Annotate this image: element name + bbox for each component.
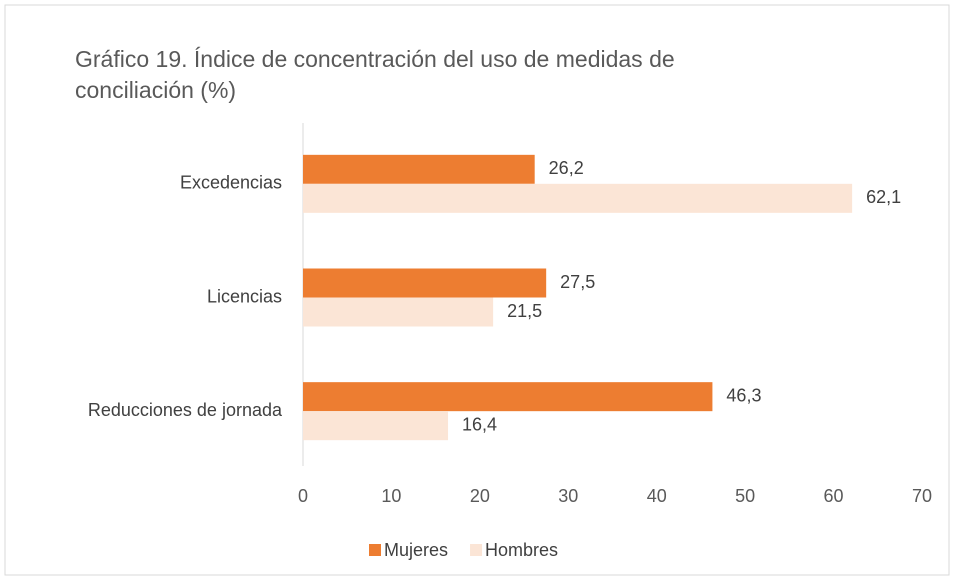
y-tick-label: Excedencias (180, 173, 282, 193)
y-tick-label: Reducciones de jornada (88, 400, 283, 420)
bar (303, 411, 449, 441)
legend-swatch (470, 544, 483, 556)
data-label: 27,5 (560, 272, 595, 292)
bar (303, 297, 494, 327)
bar (303, 268, 547, 298)
chart-title: Gráfico 19. Índice de concentración del … (75, 46, 675, 103)
x-tick-label: 0 (298, 486, 308, 506)
x-tick-label: 30 (558, 486, 578, 506)
data-label: 16,4 (462, 414, 497, 434)
x-tick-label: 40 (647, 486, 667, 506)
data-label: 21,5 (507, 301, 542, 321)
legend-swatch (369, 544, 381, 556)
bar (303, 382, 713, 412)
legend-label: Hombres (485, 540, 558, 560)
data-label: 26,2 (549, 158, 584, 178)
y-tick-label: Licencias (207, 286, 282, 306)
x-tick-label: 10 (381, 486, 401, 506)
data-label: 46,3 (726, 385, 761, 405)
legend-label: Mujeres (384, 540, 448, 560)
x-tick-label: 70 (912, 486, 932, 506)
x-tick-label: 20 (470, 486, 490, 506)
x-tick-label: 50 (735, 486, 755, 506)
bar (303, 183, 853, 213)
x-tick-label: 60 (824, 486, 844, 506)
chart-border (4, 4, 950, 576)
bar (303, 154, 535, 184)
data-label: 62,1 (866, 187, 901, 207)
